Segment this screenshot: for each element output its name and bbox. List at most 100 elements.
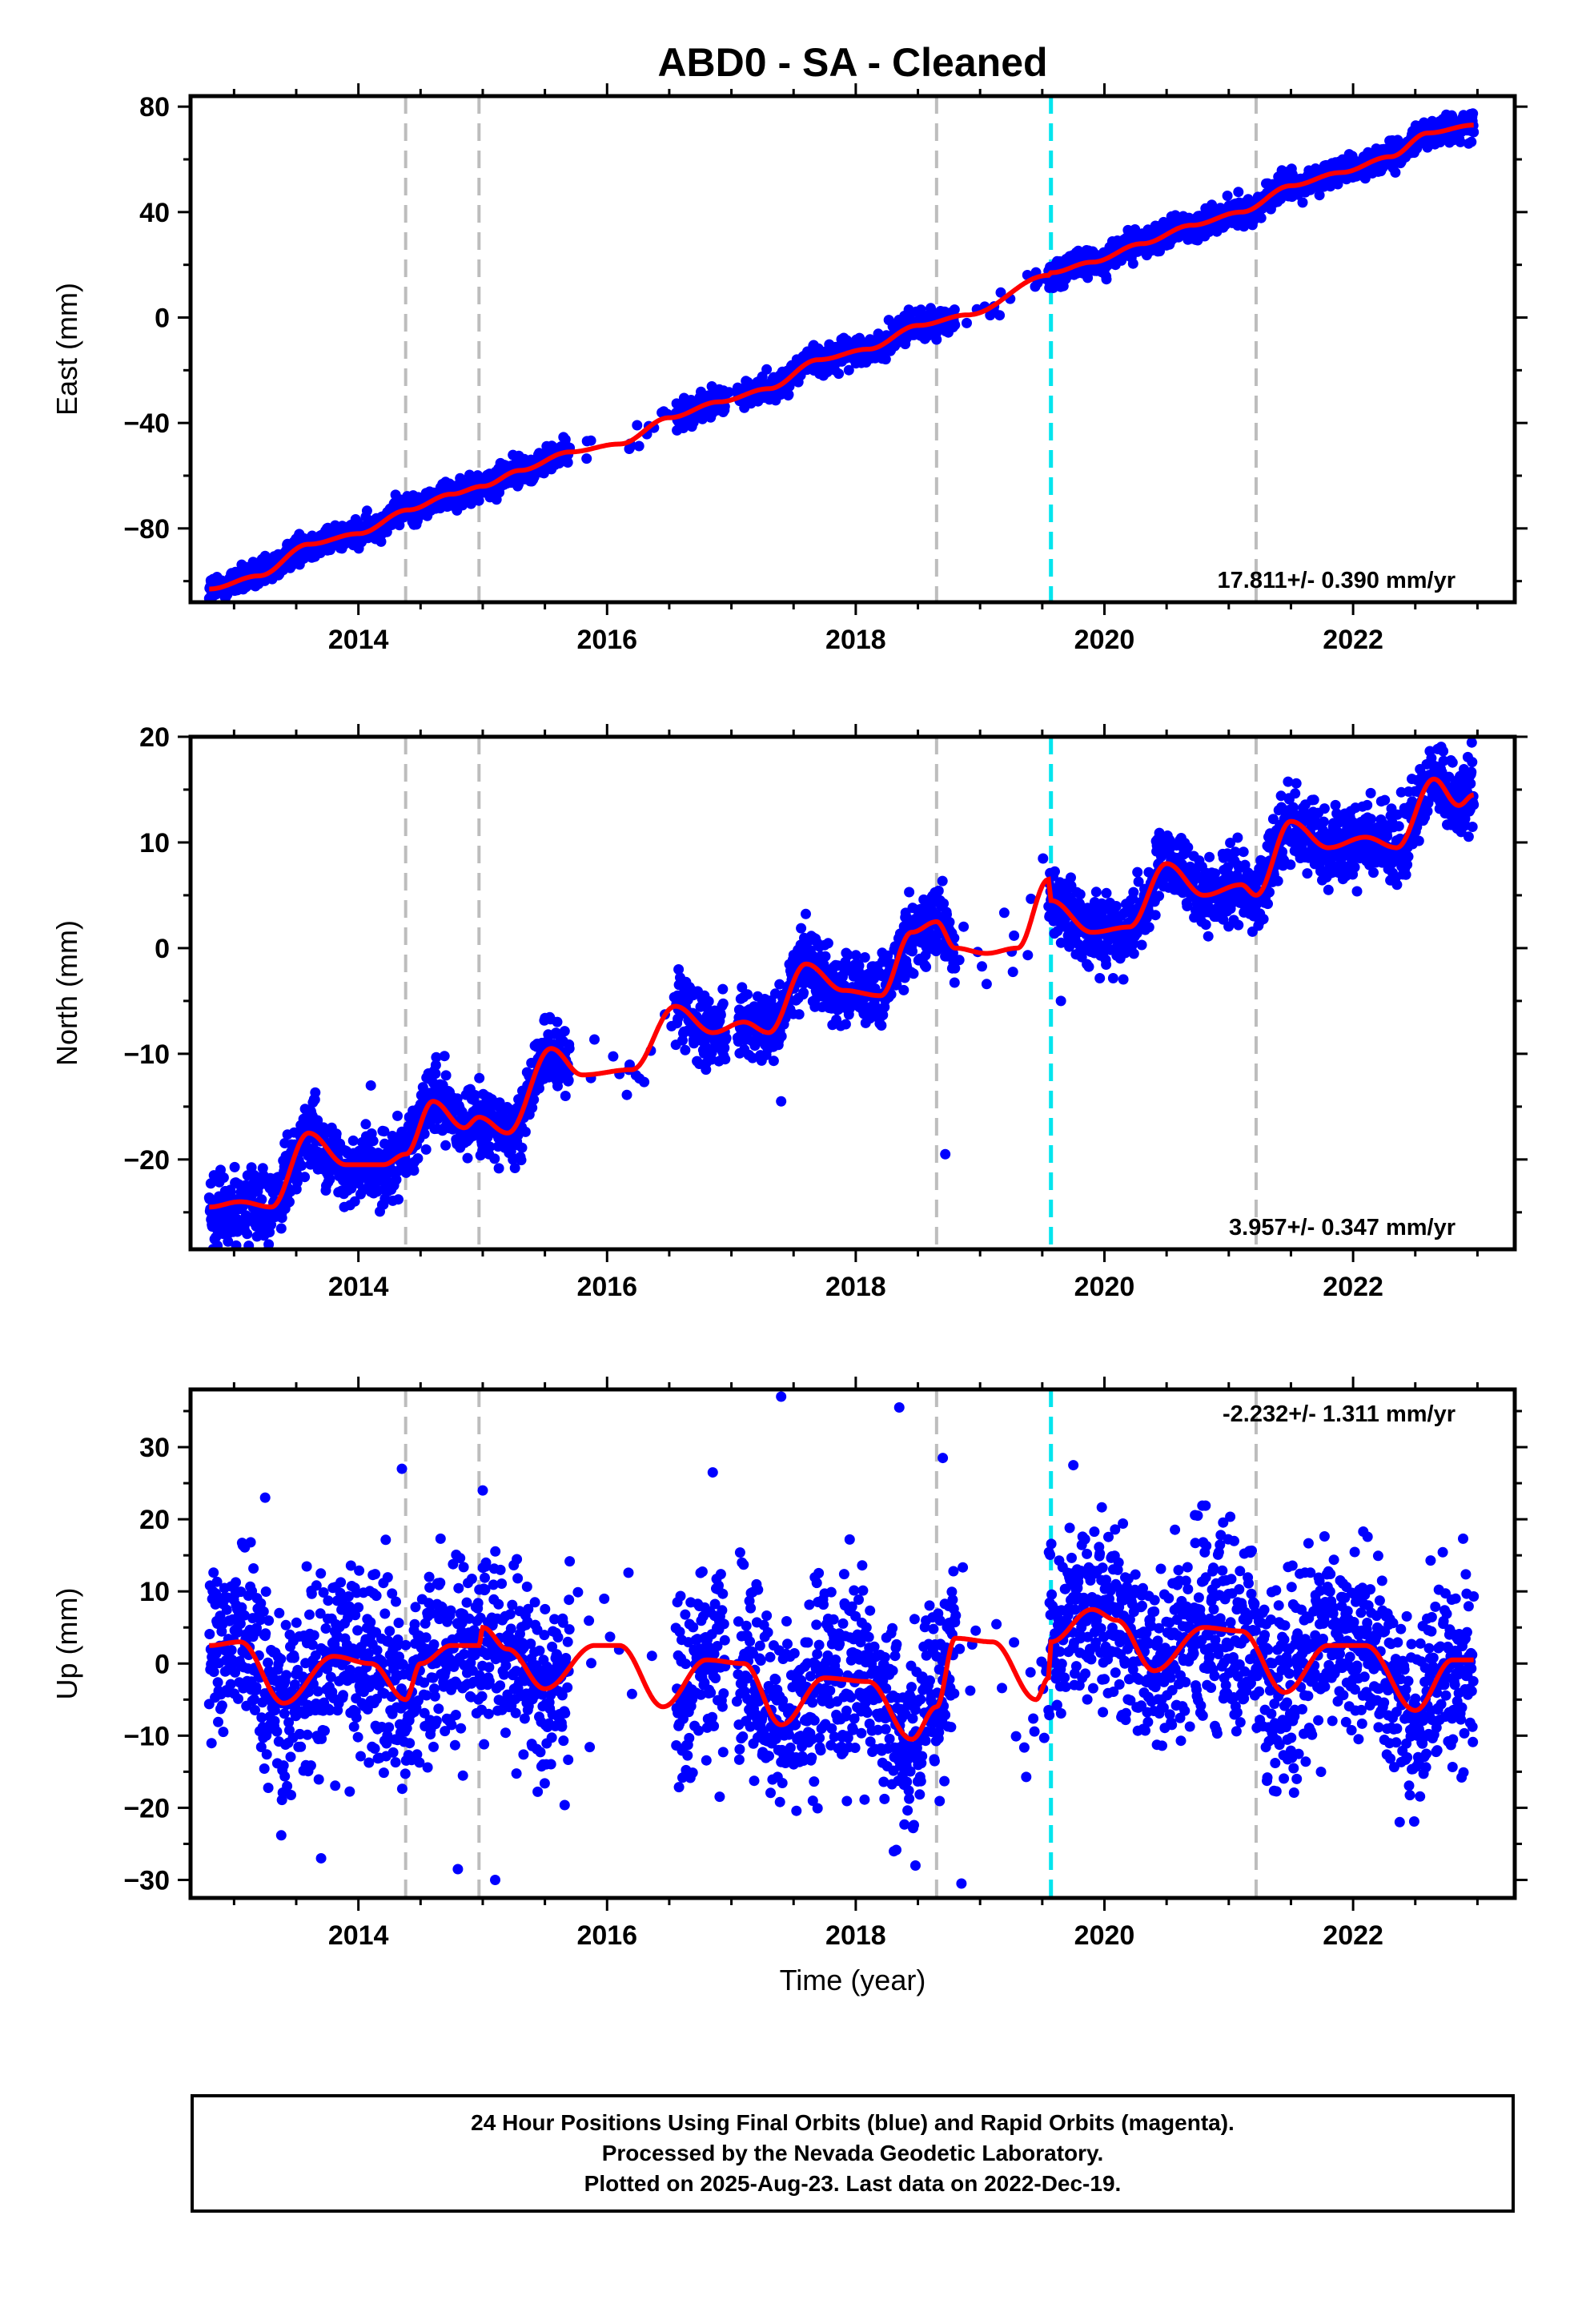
data-point	[392, 1110, 403, 1121]
data-point	[1090, 887, 1102, 898]
series-points-north	[203, 737, 1480, 1249]
data-point	[493, 1163, 504, 1174]
data-point	[885, 989, 897, 1000]
data-point	[1094, 973, 1106, 983]
data-point	[223, 1236, 234, 1247]
data-point	[1064, 941, 1075, 952]
data-point	[904, 887, 915, 898]
data-point	[1101, 959, 1112, 970]
x-tick-label: 2014	[328, 625, 389, 655]
chart-title: ABD0 - SA - Cleaned	[657, 40, 1047, 85]
data-point	[1009, 930, 1020, 941]
y-tick-label: 0	[155, 304, 170, 334]
data-point	[950, 963, 961, 974]
data-point	[391, 1174, 402, 1185]
data-point	[408, 1165, 420, 1176]
data-point	[673, 964, 685, 975]
data-point	[877, 1010, 889, 1020]
data-point	[1233, 187, 1244, 198]
data-point	[1258, 914, 1269, 925]
data-point	[1200, 919, 1211, 931]
data-point	[882, 950, 893, 961]
data-point	[853, 960, 865, 971]
data-point	[1455, 136, 1466, 147]
data-point	[412, 1153, 424, 1164]
data-point	[1066, 872, 1076, 883]
data-point	[737, 982, 748, 993]
data-point	[469, 1090, 480, 1100]
data-point	[440, 1070, 452, 1081]
data-point	[833, 368, 845, 380]
data-point	[776, 1031, 787, 1042]
data-point	[798, 978, 809, 989]
data-point	[1050, 866, 1060, 877]
plot-frame-east	[188, 94, 1517, 605]
data-point	[1082, 272, 1094, 283]
data-point	[440, 1140, 452, 1151]
data-point	[1132, 866, 1143, 878]
data-point	[977, 961, 987, 972]
data-point	[1203, 931, 1214, 942]
data-point	[768, 1055, 779, 1067]
data-point	[1255, 212, 1267, 223]
data-point	[516, 1155, 527, 1166]
data-point	[621, 1089, 632, 1100]
data-point	[430, 1059, 441, 1071]
data-point	[1297, 197, 1308, 208]
data-point	[275, 1223, 287, 1234]
data-point	[1204, 851, 1215, 862]
data-point	[218, 1172, 229, 1183]
data-point	[995, 287, 1006, 298]
data-point	[937, 875, 948, 887]
data-point	[474, 1072, 485, 1084]
data-point	[1133, 876, 1144, 887]
data-point	[632, 420, 643, 431]
data-point	[1136, 939, 1147, 951]
data-point	[212, 1240, 223, 1249]
data-point	[419, 1128, 430, 1140]
data-point	[1238, 846, 1249, 858]
data-point	[850, 950, 861, 961]
data-point	[347, 1135, 359, 1146]
data-point	[1007, 967, 1018, 978]
model-curve-east	[209, 123, 1474, 592]
data-point	[1210, 868, 1220, 879]
data-point	[931, 334, 942, 345]
data-point	[717, 983, 729, 995]
data-point	[284, 1196, 295, 1208]
data-point	[1222, 191, 1233, 201]
data-point	[1026, 893, 1037, 904]
data-point	[516, 1142, 528, 1153]
data-point	[958, 921, 970, 932]
data-point	[560, 1091, 571, 1101]
data-point	[562, 457, 573, 468]
data-point	[375, 536, 387, 547]
data-point	[430, 1068, 441, 1080]
data-point	[1101, 274, 1112, 285]
data-point	[276, 1212, 287, 1224]
data-point	[920, 950, 931, 961]
data-point	[761, 364, 773, 375]
data-point	[949, 304, 960, 316]
data-point	[360, 1119, 371, 1130]
data-point	[528, 1094, 540, 1105]
data-point	[367, 1136, 379, 1147]
data-point	[859, 952, 870, 963]
data-point	[585, 435, 596, 446]
data-point	[962, 317, 972, 328]
data-point	[509, 1163, 520, 1173]
data-point	[608, 1051, 619, 1062]
data-point	[1232, 832, 1243, 843]
data-point	[998, 907, 1010, 919]
data-point	[559, 1026, 570, 1037]
data-point	[950, 320, 961, 331]
data-point	[256, 1194, 267, 1205]
data-point	[1127, 258, 1138, 269]
data-point	[379, 1126, 390, 1137]
data-point	[1118, 974, 1129, 985]
data-point	[462, 1152, 473, 1164]
data-point	[774, 979, 785, 990]
data-point	[907, 946, 917, 957]
